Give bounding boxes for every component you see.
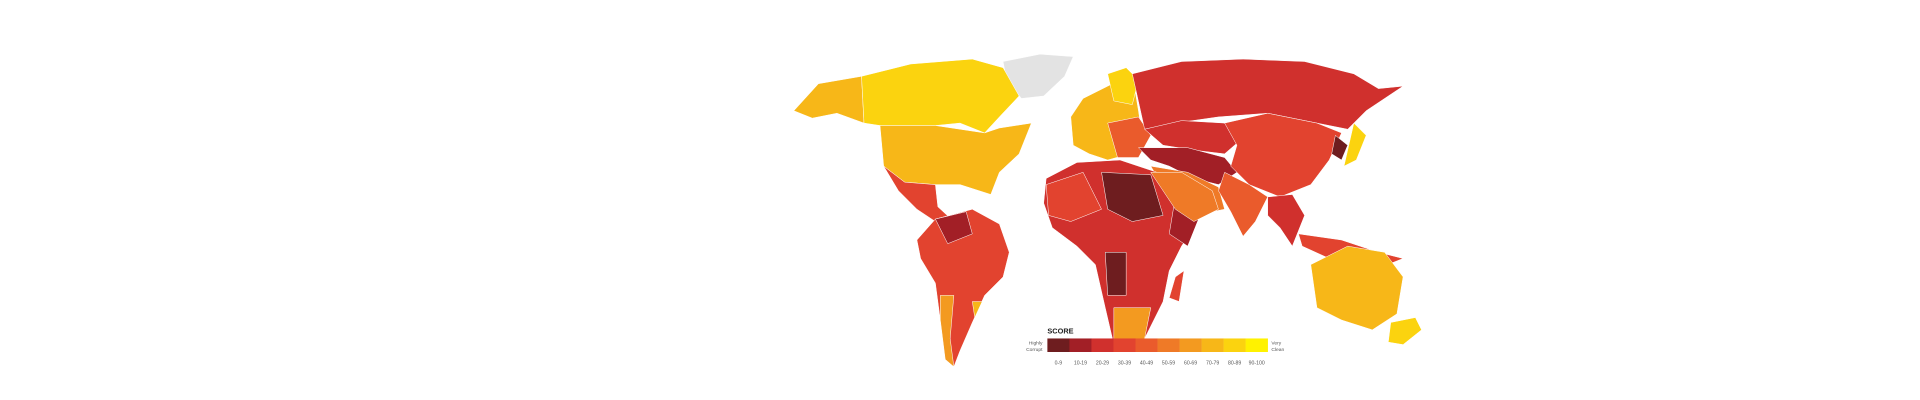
legend-bin-label: 0-9	[1055, 360, 1063, 366]
legend-low-label: Corrupt	[1026, 347, 1043, 353]
legend: SCORE Highly Corrupt Very Clean 0-9 10-19…	[1026, 327, 1284, 367]
legend-swatch	[1069, 338, 1092, 352]
legend-bin-label: 60-69	[1184, 360, 1197, 366]
legend-swatch	[1179, 338, 1202, 352]
countries	[793, 53, 1422, 368]
legend-bin-label: 70-79	[1206, 360, 1219, 366]
legend-bin-label: 80-89	[1228, 360, 1241, 366]
legend-swatch	[1201, 338, 1224, 352]
legend-bin-label: 40-49	[1140, 360, 1153, 366]
legend-swatch	[1245, 338, 1268, 352]
legend-swatch	[1091, 338, 1114, 352]
legend-swatch	[1223, 338, 1246, 352]
legend-swatch	[1113, 338, 1136, 352]
legend-swatch	[1157, 338, 1180, 352]
legend-low-label: Highly	[1029, 341, 1043, 347]
legend-bin-label: 50-59	[1162, 360, 1175, 366]
legend-bin-label: 10-19	[1074, 360, 1087, 366]
legend-bin-label: 90-100	[1249, 360, 1265, 366]
legend-high-label: Very	[1271, 341, 1281, 347]
legend-swatch	[1135, 338, 1158, 352]
legend-bin-label: 30-39	[1118, 360, 1131, 366]
legend-high-label: Clean	[1271, 347, 1284, 353]
legend-title: SCORE	[1047, 327, 1073, 336]
legend-bin-label: 20-29	[1096, 360, 1109, 366]
legend-swatch	[1047, 338, 1070, 352]
